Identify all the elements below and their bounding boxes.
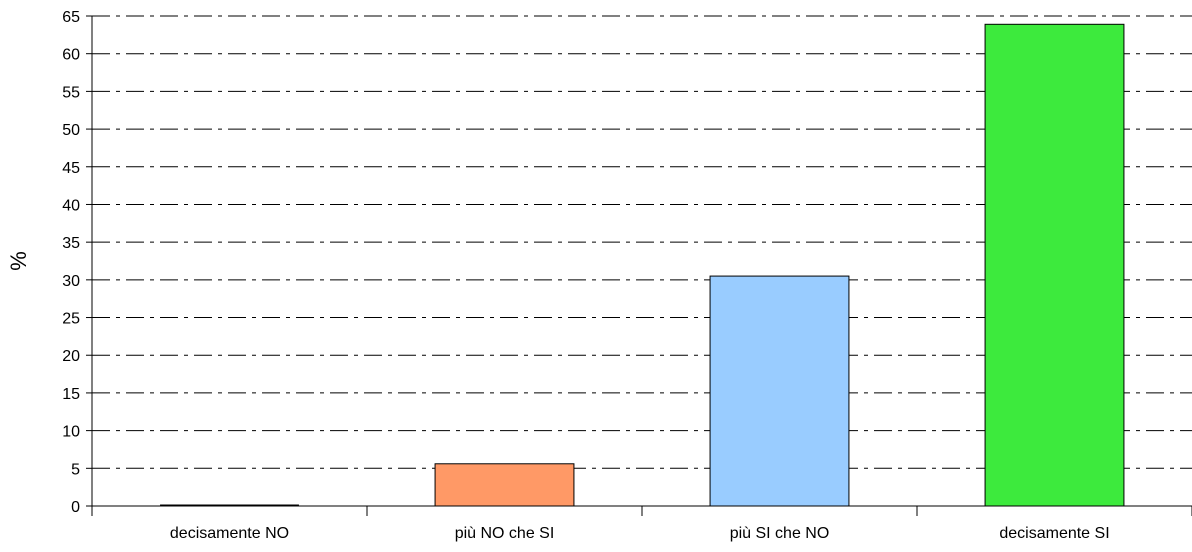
y-tick-label: 35 <box>62 235 80 252</box>
x-tick-label: decisamente NO <box>170 525 289 542</box>
y-tick-label: 15 <box>62 386 80 403</box>
bars <box>160 23 1125 507</box>
y-axis-label: % <box>6 251 31 271</box>
bar <box>434 463 575 507</box>
x-tick-label: decisamente SI <box>999 525 1109 542</box>
y-tick-label: 60 <box>62 47 80 64</box>
axes <box>86 15 1192 516</box>
y-tick-label: 20 <box>62 348 80 365</box>
bar <box>709 275 850 507</box>
y-tick-labels: 0 5 10 15 20 25 30 35 40 45 50 55 60 65 <box>62 9 80 516</box>
y-tick-label: 65 <box>62 9 80 26</box>
y-tick-label: 50 <box>62 122 80 139</box>
y-tick-label: 40 <box>62 197 80 214</box>
y-tick-label: 0 <box>71 499 80 516</box>
y-tick-label: 45 <box>62 160 80 177</box>
x-tick-labels: decisamente NO più NO che SI più SI che NO… <box>170 525 1110 542</box>
x-tick-label: più SI che NO <box>730 525 830 542</box>
gridlines <box>92 15 1192 469</box>
bar <box>984 23 1125 507</box>
y-tick-label: 5 <box>71 461 80 478</box>
y-tick-label: 30 <box>62 273 80 290</box>
y-tick-label: 55 <box>62 84 80 101</box>
y-tick-label: 25 <box>62 311 80 328</box>
y-tick-label: 10 <box>62 424 80 441</box>
x-tick-label: più NO che SI <box>455 525 555 542</box>
